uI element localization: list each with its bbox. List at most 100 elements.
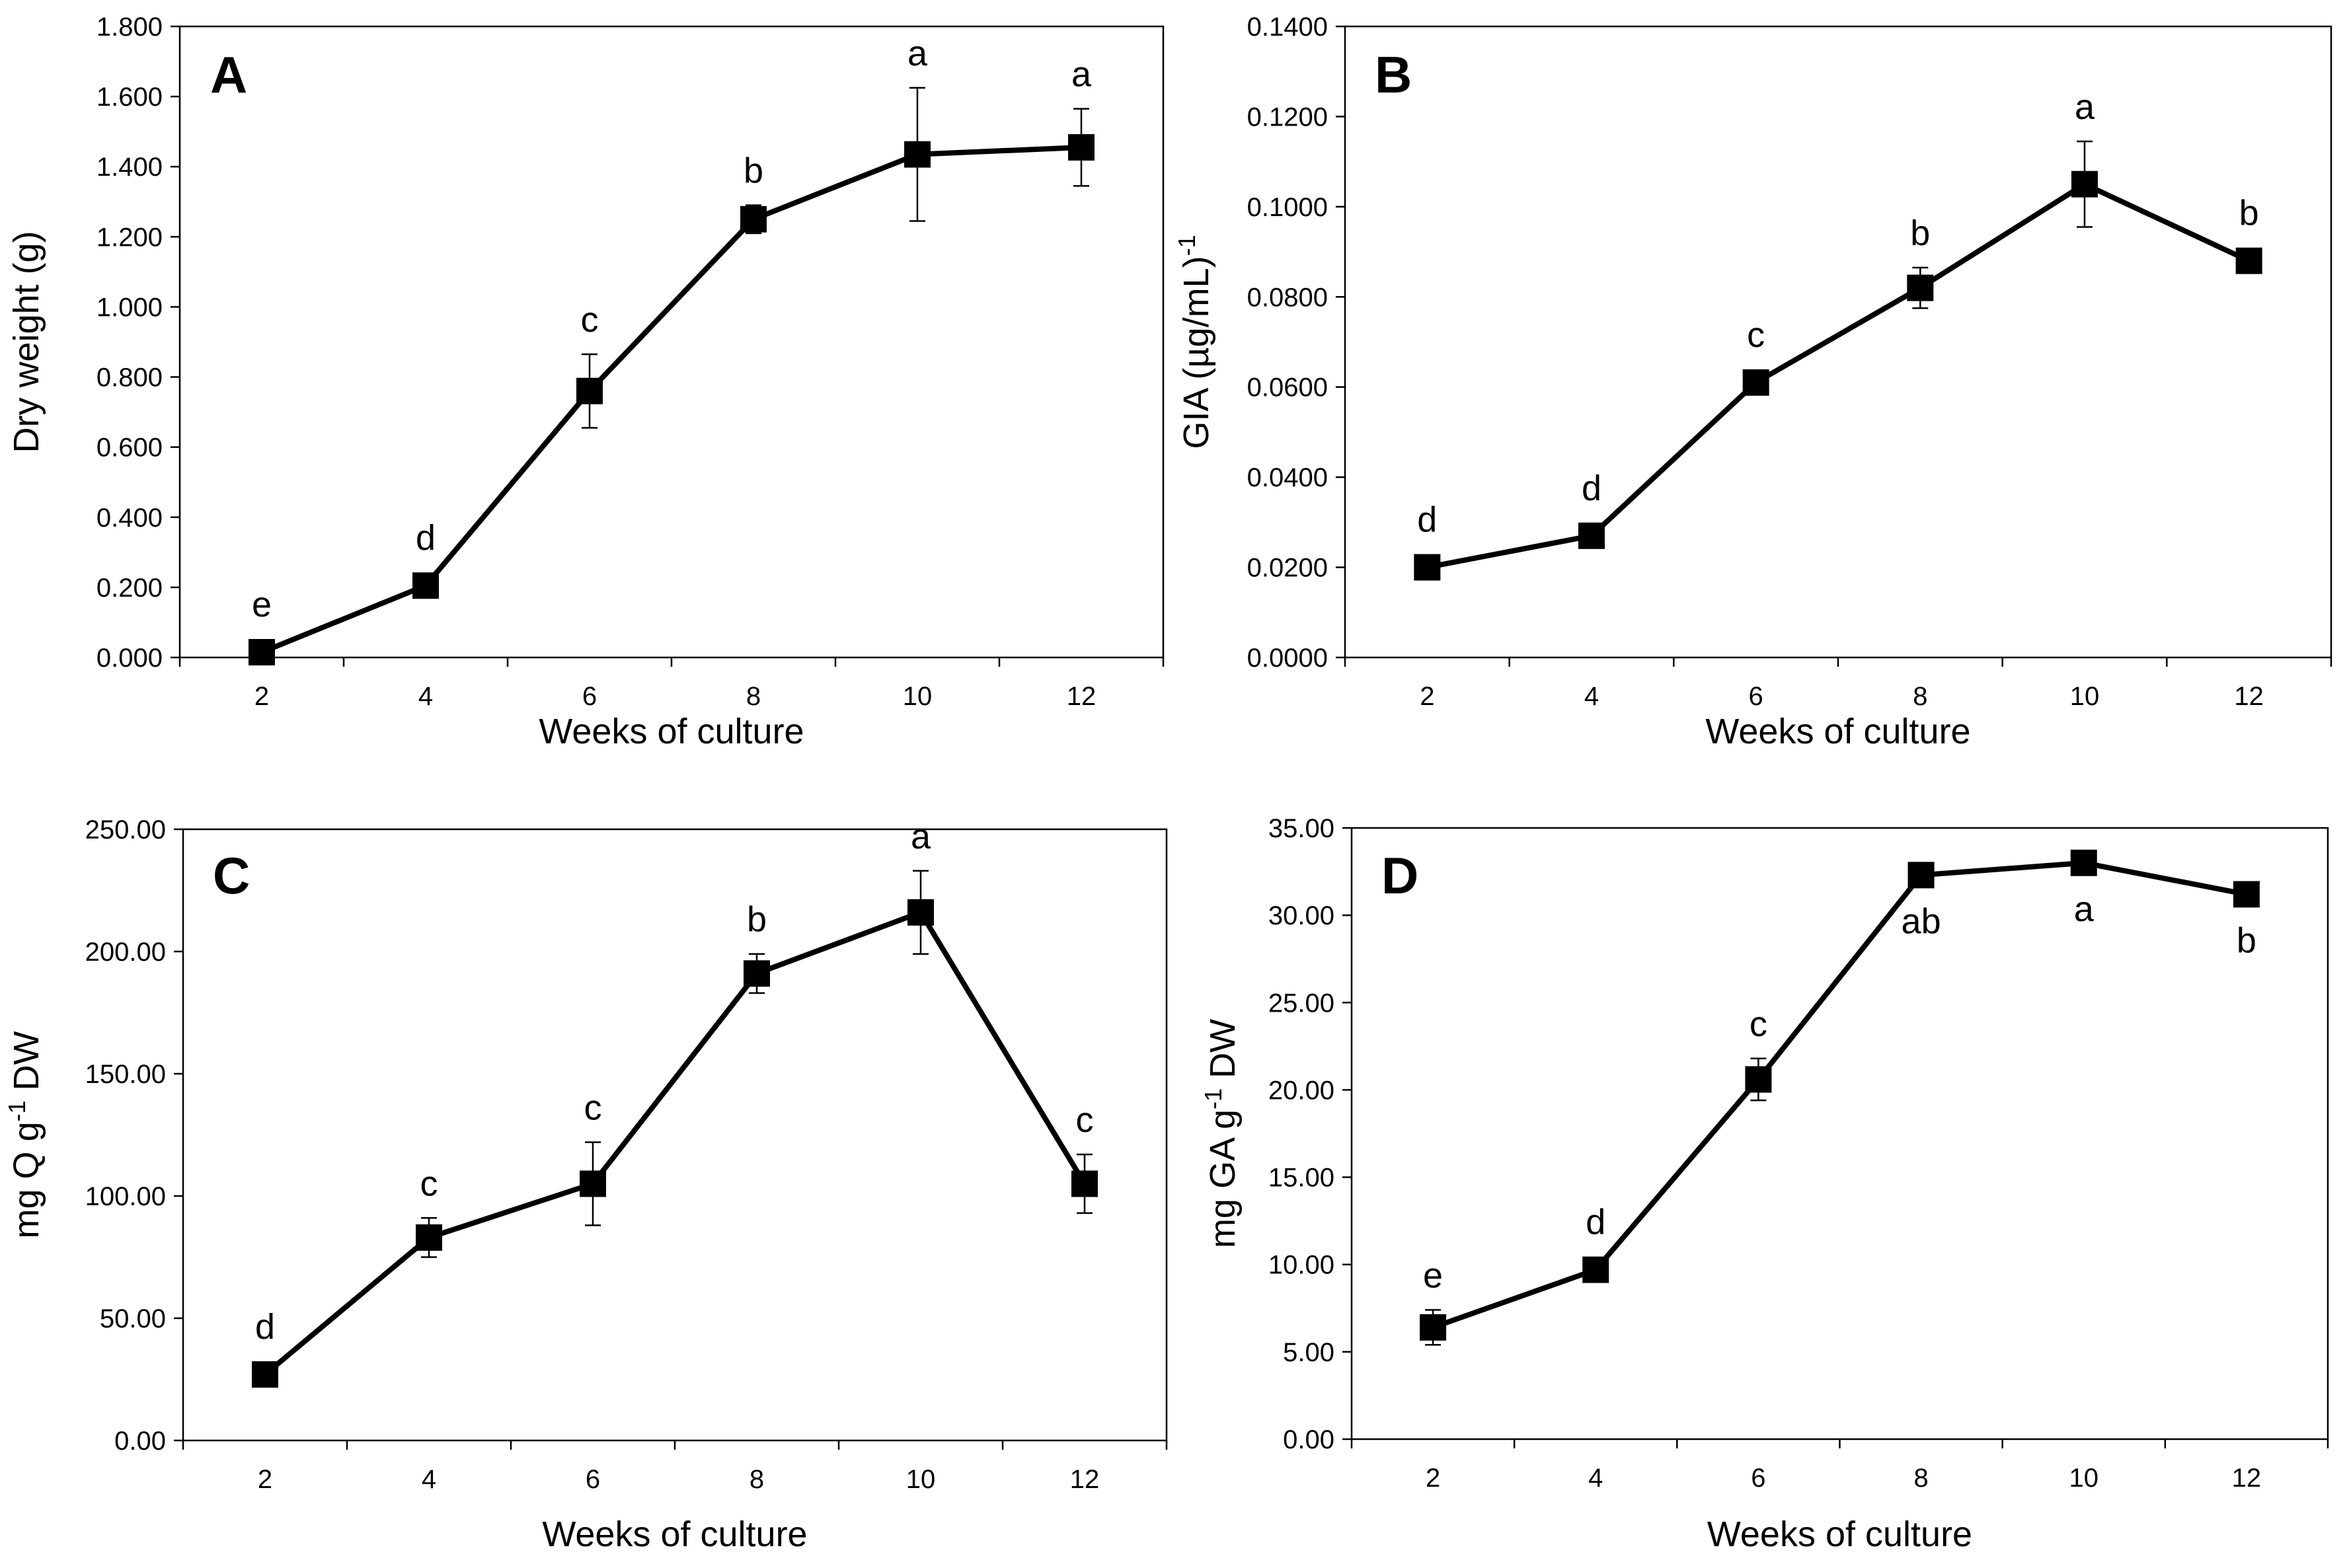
panel-a-series-line — [260, 145, 1082, 655]
panel-c-x-axis-title: Weeks of culture — [542, 1514, 807, 1554]
panel-d-significance-letter: e — [1423, 1255, 1443, 1295]
panel-c-x-tick-label: 6 — [586, 1465, 600, 1494]
panel-b-letter: B — [1375, 46, 1412, 104]
panel-a-data-point — [576, 377, 603, 404]
panel-a: 0.000 0.200 0.400 0.600 0.800 1.000 1.200 1.400… — [7, 13, 1165, 751]
panel-b-y-axis-title: GIA (µg/mL)-1 — [1173, 235, 1216, 449]
panel-c-y-axis-title: mg Q g-1 DW — [3, 1031, 46, 1238]
panel-d-data-point — [2070, 849, 2097, 876]
panel-b-significance-letter: d — [1582, 468, 1601, 508]
panel-c-data-point — [252, 1361, 278, 1388]
panel-a-data-point — [740, 205, 767, 233]
panel-c-x-tick-label: 10 — [906, 1465, 936, 1494]
panel-d-significance-letter: b — [2237, 920, 2256, 960]
panel-d-data-point — [1745, 1066, 1772, 1093]
panel-b-data-point — [1578, 522, 1605, 549]
panel-d-x-tick-label: 8 — [1913, 1464, 1928, 1493]
panel-b-significance-letter: c — [1747, 315, 1765, 355]
panel-b-y-axis-title-part: GIA (µg/mL) — [1176, 256, 1216, 449]
panel-c-series-line — [263, 909, 1087, 1377]
panel-c-x-tick-label: 4 — [422, 1465, 436, 1494]
panel-a-data-point — [412, 572, 439, 599]
panel-a-y-tick-label: 0.800 — [96, 363, 163, 392]
panel-a-plot-frame — [178, 25, 1165, 659]
panel-c-x-tick-label: 2 — [258, 1465, 272, 1494]
panel-d-data-point — [1420, 1314, 1447, 1341]
panel-c-data-point — [580, 1170, 606, 1197]
panel-b-significance-letter: b — [2239, 194, 2259, 233]
panel-c-significance-letter: d — [255, 1307, 275, 1347]
panel-d-y-axis-title-part: mg GA g — [1203, 1109, 1243, 1248]
panel-b-data-point — [1414, 554, 1441, 581]
panel-c-y-axis-title-part: -1 — [3, 1100, 30, 1121]
panel-d-significance-letter: ab — [1902, 901, 1941, 941]
panel-d-y-tick-label: 5.00 — [1283, 1338, 1334, 1367]
panel-c-letter: C — [213, 846, 250, 905]
panel-a-x-tick-label: 8 — [746, 682, 761, 711]
panel-c: 0.00 50.00 100.00 150.00 200.00 250.00 2 4 6 8 10 1… — [3, 815, 1168, 1554]
panel-d-x-tick-label: 10 — [2069, 1464, 2099, 1493]
panel-d-y-tick-label: 20.00 — [1268, 1076, 1334, 1105]
panel-d-y-tick-label: 25.00 — [1268, 989, 1334, 1018]
panel-b-x-tick-label: 10 — [2070, 682, 2100, 711]
panel-b-x-axis-title: Weeks of culture — [1705, 712, 1970, 751]
panel-a-data-point — [1068, 134, 1095, 161]
panel-a-x-tick-label: 4 — [418, 682, 433, 711]
panel-a-y-tick-label: 1.800 — [96, 13, 163, 42]
panel-a-significance-letter: b — [744, 151, 763, 191]
panel-a-y-tick-label: 1.400 — [96, 153, 163, 182]
panel-b-y-tick-label: 0.1400 — [1247, 13, 1328, 42]
panel-b-x-tick-label: 4 — [1584, 682, 1599, 711]
panel-a-y-axis-title: Dry weight (g) — [7, 231, 46, 453]
panel-d-y-axis-title-part: DW — [1203, 1019, 1243, 1088]
panel-a-y-axis-title-part: Dry weight (g) — [7, 231, 46, 453]
panel-c-y-tick-label: 250.00 — [85, 815, 166, 844]
panel-d-x-axis-title: Weeks of culture — [1707, 1514, 1972, 1554]
panel-b-data-point — [1742, 369, 1769, 396]
panel-d: 0.00 5.00 10.00 15.00 20.00 25.00 30.00 35.00 2 4… — [1200, 814, 2329, 1554]
panel-d-plot-frame — [1350, 827, 2329, 1440]
panel-a-significance-letter: a — [907, 34, 928, 73]
panel-d-letter: D — [1381, 846, 1418, 905]
panel-b-x-tick-label: 6 — [1749, 682, 1763, 711]
panel-d-data-point — [1582, 1256, 1609, 1283]
panel-d-y-axis-title: mg GA g-1 DW — [1200, 1019, 1243, 1248]
panel-c-significance-letter: c — [1076, 1100, 1094, 1140]
panel-c-y-tick-label: 200.00 — [85, 938, 166, 967]
panel-b-data-point — [2071, 170, 2098, 198]
panel-a-x-axis-title: Weeks of culture — [539, 712, 804, 751]
panel-a-x-tick-label: 10 — [903, 682, 933, 711]
panel-a-significance-letter: e — [252, 585, 272, 624]
panel-c-plot-frame — [182, 828, 1168, 1442]
panel-a-letter: A — [210, 46, 247, 104]
panel-c-y-axis-title-part: mg Q g — [7, 1121, 46, 1238]
panel-c-y-tick-label: 150.00 — [85, 1060, 166, 1089]
panel-b-y-tick-label: 0.0000 — [1247, 644, 1328, 673]
panel-b-series-line — [1426, 181, 2251, 570]
panel-d-significance-letter: d — [1586, 1203, 1605, 1242]
panel-a-x-tick-label: 12 — [1067, 682, 1097, 711]
panel-d-x-tick-label: 2 — [1426, 1464, 1440, 1493]
panel-b: 0.0000 0.0200 0.0400 0.0600 0.0800 0.1000 0.12… — [1173, 13, 2332, 751]
panel-a-y-tick-label: 0.600 — [96, 433, 163, 463]
panel-b-y-tick-label: 0.0400 — [1247, 463, 1328, 492]
panel-c-x-tick-label: 8 — [750, 1465, 764, 1494]
panel-c-data-point — [907, 899, 934, 926]
panel-b-x-tick-label: 8 — [1913, 682, 1927, 711]
panel-b-y-tick-label: 0.0600 — [1247, 373, 1328, 402]
panel-a-x-tick-label: 6 — [582, 682, 597, 711]
panel-b-y-tick-label: 0.0200 — [1247, 554, 1328, 583]
panel-b-significance-letter: d — [1417, 500, 1437, 540]
panel-b-y-tick-label: 0.0800 — [1247, 283, 1328, 312]
panel-a-significance-letter: c — [581, 300, 599, 340]
panel-a-y-tick-label: 0.000 — [96, 644, 163, 673]
panel-c-y-tick-label: 100.00 — [85, 1182, 166, 1211]
panel-d-significance-letter: c — [1750, 1004, 1767, 1044]
panel-c-data-point — [1071, 1170, 1098, 1197]
panel-c-significance-letter: a — [911, 817, 931, 856]
panel-c-y-tick-label: 0.00 — [114, 1427, 166, 1456]
panel-c-significance-letter: b — [747, 900, 767, 940]
panel-c-significance-letter: c — [584, 1088, 602, 1128]
panel-a-y-tick-label: 0.400 — [96, 504, 163, 533]
